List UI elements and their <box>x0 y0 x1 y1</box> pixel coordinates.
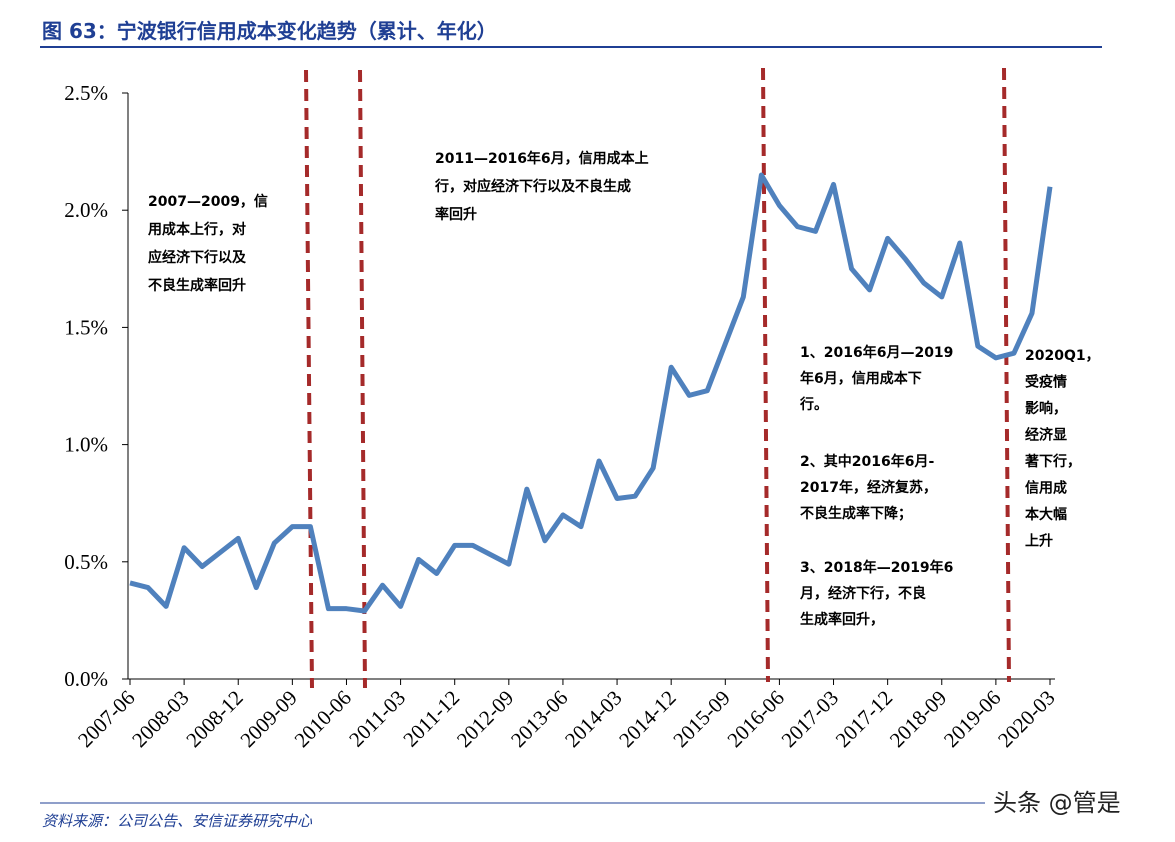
x-tick-label: 2012-09 <box>452 686 518 752</box>
series-line <box>129 172 1053 614</box>
x-tick-label: 2007-06 <box>73 686 139 752</box>
x-tick-label: 2011-12 <box>398 686 464 752</box>
x-tick-label: 2019-06 <box>939 686 1005 752</box>
annotation: 行。 <box>799 396 828 413</box>
annotation: 受疫情 <box>1025 374 1067 391</box>
y-tick-label: 1.0% <box>64 433 108 457</box>
x-tick-label: 2008-12 <box>181 686 247 752</box>
annotation: 应经济下行以及 <box>148 249 247 266</box>
y-tick-label: 0.5% <box>64 550 108 574</box>
annotation: 3、2018年—2019年6 <box>800 559 953 576</box>
divider <box>1002 67 1011 683</box>
x-tick-label: 2017-03 <box>777 686 843 752</box>
watermark: 头条 @管是 <box>993 789 1121 817</box>
annotation: 本大幅 <box>1025 506 1067 523</box>
divider <box>761 67 770 683</box>
annotation: 著下行， <box>1024 453 1081 470</box>
x-tick-label: 2014-12 <box>614 686 680 752</box>
annotation: 信用成 <box>1025 480 1067 497</box>
x-tick-label: 2010-06 <box>290 686 356 752</box>
annotation: 不良生成率回升 <box>148 277 246 294</box>
x-tick-label: 2015-09 <box>668 686 734 752</box>
annotation: 不良生成率下降； <box>800 505 912 522</box>
x-tick-label: 2011-03 <box>344 686 410 752</box>
x-tick-label: 2013-06 <box>506 686 572 752</box>
x-tick-label: 2009-09 <box>235 686 301 752</box>
chart-title: 图 63：宁波银行信用成本变化趋势（累计、年化） <box>42 19 497 43</box>
period-dividers <box>304 67 1011 689</box>
annotation: 2011—2016年6月，信用成本上 <box>435 150 649 167</box>
divider <box>358 69 367 689</box>
annotation: 2020Q1， <box>1025 348 1100 364</box>
annotation: 生成率回升， <box>800 611 884 628</box>
annotation: 1、2016年6月—2019 <box>800 344 953 361</box>
y-tick-label: 1.5% <box>64 315 108 339</box>
y-tick-label: 2.0% <box>64 198 108 222</box>
x-tick-label: 2014-03 <box>560 686 626 752</box>
annotation: 上升 <box>1025 533 1053 550</box>
annotation: 率回升 <box>435 206 477 223</box>
x-tick-label: 2016-06 <box>722 686 788 752</box>
annotation: 用成本上行，对 <box>148 221 246 238</box>
annotation: 月，经济下行，不良 <box>799 585 926 602</box>
x-tick-label: 2018-09 <box>885 686 951 752</box>
x-tick-label: 2008-03 <box>127 686 193 752</box>
y-tick-label: 2.5% <box>64 81 108 105</box>
annotation: 年6月，信用成本下 <box>800 370 922 387</box>
annotation: 2、其中2016年6月- <box>800 453 934 470</box>
divider <box>304 69 314 689</box>
y-tick-label: 0.0% <box>64 667 108 691</box>
annotation: 经济显 <box>1025 427 1067 444</box>
annotation: 影响， <box>1025 400 1067 417</box>
x-tick-label: 2017-12 <box>831 686 897 752</box>
annotation: 2017年，经济复苏， <box>800 479 937 496</box>
x-tick-label: 2020-03 <box>993 686 1059 752</box>
annotation: 2007—2009，信 <box>148 193 268 210</box>
source: 资料来源：公司公告、安信证券研究中心 <box>42 812 313 830</box>
annotation: 行，对应经济下行以及不良生成 <box>434 178 631 195</box>
